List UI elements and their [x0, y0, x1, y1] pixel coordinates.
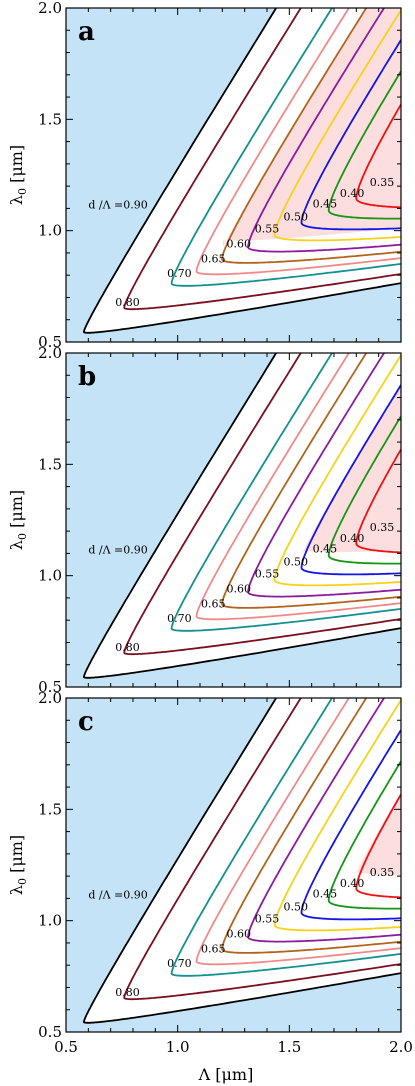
- y-tick-label: 1.0: [38, 222, 62, 240]
- contour-0.40: [327, 70, 401, 220]
- contour-0.65: [195, 8, 401, 276]
- contour-label-0.40: 0.40: [340, 187, 365, 200]
- contour-0.50: [273, 9, 401, 242]
- contour-label-0.40: 0.40: [340, 877, 365, 890]
- y-tick-label: 1.5: [38, 455, 62, 473]
- contour-label-0.55: 0.55: [255, 568, 280, 581]
- contour-0.80: [123, 698, 401, 1001]
- panel-label-a: a: [78, 17, 95, 47]
- y-axis-label: λ0 [μm]: [7, 145, 29, 205]
- guided-region: [83, 353, 401, 678]
- x-tick-label: 2.0: [389, 1038, 413, 1056]
- contour-0.70: [170, 353, 401, 632]
- contour-label-0.80: 0.80: [115, 296, 140, 309]
- contour-label-0.50: 0.50: [284, 211, 309, 224]
- contour-0.55: [247, 353, 401, 598]
- y-tick-label: 2.0: [38, 0, 62, 17]
- y-tick-label: 1.5: [38, 800, 62, 818]
- contour-label-0.60: 0.60: [227, 928, 252, 941]
- x-tick-label: 1.5: [277, 1038, 301, 1056]
- contour-0.45: [300, 384, 401, 576]
- contour-label-0.60: 0.60: [227, 238, 252, 251]
- contour-0.40: [327, 415, 401, 565]
- panel-label-c: c: [78, 707, 94, 737]
- contour-0.45: [300, 39, 401, 231]
- contour-0.70: [170, 698, 401, 977]
- contour-0.40: [327, 760, 401, 910]
- contour-label-0.60: 0.60: [227, 583, 252, 596]
- contour-label-prefix: d /Λ =0.90: [88, 543, 147, 556]
- contour-0.55: [247, 698, 401, 943]
- y-tick-label: 0.5: [38, 1023, 62, 1041]
- contour-label-0.80: 0.80: [115, 641, 140, 654]
- panel-c: d /Λ =0.900.800.700.650.600.550.500.450.…: [7, 689, 413, 1056]
- panel-label-b: b: [78, 362, 96, 392]
- plot-frame: [65, 697, 402, 1033]
- contour-0.65: [195, 698, 401, 966]
- contour-label-0.70: 0.70: [167, 612, 192, 625]
- x-axis-label: Λ [μm]: [198, 1065, 254, 1084]
- contour-0.55: [247, 8, 401, 253]
- y-tick-label: 1.5: [38, 110, 62, 128]
- contour-0.60: [221, 8, 401, 264]
- contour-label-0.70: 0.70: [167, 267, 192, 280]
- panel-b: d /Λ =0.900.800.700.650.600.550.500.450.…: [7, 344, 402, 696]
- x-tick-label: 0.5: [54, 1038, 78, 1056]
- contour-label-0.70: 0.70: [167, 957, 192, 970]
- contour-0.60: [221, 353, 401, 609]
- contour-0.35: [355, 793, 401, 899]
- contour-0.35: [355, 448, 401, 554]
- y-tick-label: 0.5: [38, 678, 62, 696]
- y-tick-label: 1.0: [38, 912, 62, 930]
- contour-label-0.50: 0.50: [284, 901, 309, 914]
- contour-label-0.45: 0.45: [313, 543, 338, 556]
- contour-label-0.35: 0.35: [370, 521, 395, 534]
- contour-label-0.80: 0.80: [115, 986, 140, 999]
- contour-label-0.55: 0.55: [255, 223, 280, 236]
- contour-0.50: [273, 354, 401, 587]
- contour-0.45: [300, 729, 401, 921]
- x-tick-label: 1.0: [166, 1038, 190, 1056]
- contour-label-0.35: 0.35: [370, 176, 395, 189]
- y-tick-label: 0.5: [38, 333, 62, 351]
- plot-frame: [65, 7, 402, 343]
- contour-0.65: [195, 353, 401, 621]
- y-axis-label: λ0 [μm]: [7, 490, 29, 550]
- contour-label-0.40: 0.40: [340, 532, 365, 545]
- y-axis-label: λ0 [μm]: [7, 835, 29, 895]
- contour-0.80: [123, 8, 401, 311]
- contour-label-prefix: d /Λ =0.90: [88, 198, 147, 211]
- contour-0.60: [221, 698, 401, 954]
- guided-region: [83, 698, 401, 1023]
- contour-0.70: [170, 8, 401, 287]
- contour-0.90: [83, 698, 401, 1024]
- contour-0.35: [355, 103, 401, 209]
- contour-label-0.35: 0.35: [370, 866, 395, 879]
- contour-label-0.55: 0.55: [255, 913, 280, 926]
- contour-label-prefix: d /Λ =0.90: [88, 888, 147, 901]
- contour-label-0.45: 0.45: [313, 888, 338, 901]
- contour-0.50: [273, 699, 401, 932]
- plot-frame: [65, 352, 402, 688]
- panel-a: d /Λ =0.900.800.700.650.600.550.500.450.…: [7, 0, 402, 351]
- contour-label-0.45: 0.45: [313, 198, 338, 211]
- contour-label-0.50: 0.50: [284, 556, 309, 569]
- y-tick-label: 2.0: [38, 344, 62, 362]
- contour-0.90: [83, 353, 401, 679]
- highlight-region: [222, 8, 401, 248]
- contour-label-0.65: 0.65: [201, 252, 226, 265]
- contour-0.90: [83, 8, 401, 334]
- contour-label-0.65: 0.65: [201, 942, 226, 955]
- y-tick-label: 1.0: [38, 567, 62, 585]
- y-tick-label: 2.0: [38, 689, 62, 707]
- contour-0.80: [123, 353, 401, 656]
- contour-label-0.65: 0.65: [201, 597, 226, 610]
